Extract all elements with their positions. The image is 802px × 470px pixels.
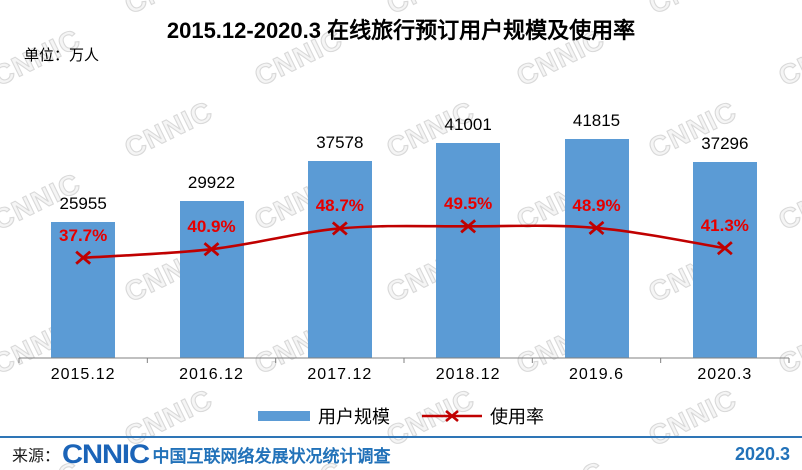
bar-value-label: 41815 <box>572 110 621 130</box>
cnnic-logo: CNNIC <box>62 438 150 469</box>
bar-series-swatch <box>258 411 310 421</box>
bar-value-label: 25955 <box>59 193 107 213</box>
legend: 用户规模 使用率 <box>0 403 802 429</box>
legend-label-user-scale: 用户规模 <box>318 407 390 427</box>
bar-value-label: 37296 <box>701 134 749 154</box>
footer-divider <box>0 436 802 438</box>
bar-value-label: 37578 <box>316 132 364 152</box>
axis-unit-label: 单位：万人 <box>24 47 100 64</box>
x-axis-label-2016.12: 2016.12 <box>179 366 244 383</box>
bar-2019.6 <box>564 138 629 358</box>
usage-rate-label: 40.9% <box>187 217 236 237</box>
chart-title: 2015.12-2020.3 在线旅行预订用户规模及使用率 <box>166 18 636 43</box>
legend-item-user-scale: 用户规模 <box>258 403 390 429</box>
x-axis-label-2017.12: 2017.12 <box>307 366 373 383</box>
watermark-text: CNNIC <box>643 95 742 165</box>
bar-2017.12 <box>307 160 372 358</box>
report-edition: 2020.3 <box>734 443 790 464</box>
bar-2018.12 <box>436 142 501 358</box>
usage-rate-label: 48.7% <box>315 196 364 216</box>
bar-2020.3 <box>692 162 757 358</box>
x-axis-label-2019.6: 2019.6 <box>569 366 624 383</box>
legend-label-usage-rate: 使用率 <box>490 407 544 427</box>
legend-item-usage-rate: 使用率 <box>422 403 544 429</box>
usage-rate-label: 49.5% <box>444 194 493 214</box>
line-series-swatch <box>422 410 482 422</box>
bar-value-label: 29922 <box>187 173 236 193</box>
bar-value-label: 41001 <box>444 114 492 134</box>
x-axis-label-2020.3: 2020.3 <box>697 366 753 383</box>
usage-rate-label: 48.9% <box>572 195 621 215</box>
x-axis-label-2015.12: 2015.12 <box>50 366 116 383</box>
usage-rate-label: 41.3% <box>700 216 749 236</box>
usage-rate-label: 37.7% <box>59 225 108 245</box>
source-label: 来源： <box>12 448 61 465</box>
x-axis-label-2018.12: 2018.12 <box>435 366 501 383</box>
footer: 来源： CNNIC 中国互联网络发展状况统计调查 2020.3 <box>0 438 802 470</box>
watermark-text: CNNIC <box>119 95 218 165</box>
source-organization: 中国互联网络发展状况统计调查 <box>152 446 391 466</box>
watermark-text: CNNIC <box>773 167 802 237</box>
